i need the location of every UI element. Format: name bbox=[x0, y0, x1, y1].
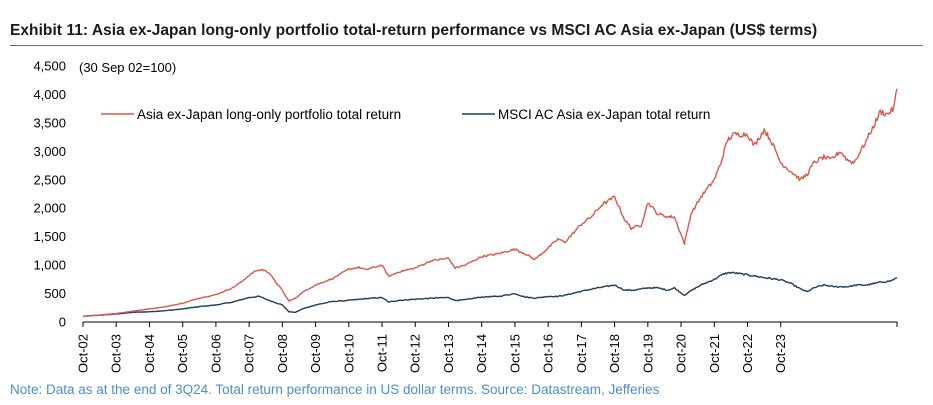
y-tick-label: 2,000 bbox=[33, 201, 66, 216]
x-tick-label: Oct-11 bbox=[375, 334, 390, 372]
title-divider bbox=[10, 45, 923, 46]
x-tick-label: Oct-05 bbox=[175, 334, 190, 373]
source-note: Note: Data as at the end of 3Q24. Total … bbox=[10, 382, 660, 397]
index-base-annotation: (30 Sep 02=100) bbox=[79, 60, 176, 75]
y-tick-label: 4,500 bbox=[33, 59, 66, 74]
series-lines bbox=[82, 88, 898, 317]
x-tick-label: Oct-20 bbox=[674, 334, 689, 373]
msci-series-line bbox=[82, 271, 898, 317]
x-tick-label: Oct-17 bbox=[574, 334, 589, 373]
y-tick-label: 4,000 bbox=[33, 87, 66, 102]
legend-item-portfolio-label: Asia ex-Japan long-only portfolio total … bbox=[137, 107, 401, 122]
x-tick-label: Oct-14 bbox=[474, 334, 489, 373]
x-axis: Oct-02 Oct-03 Oct-04 Oct-05 Oct-06 Oct-07 Oct-… bbox=[76, 321, 898, 373]
x-tick-label: Oct-16 bbox=[541, 334, 556, 373]
legend: Asia ex-Japan long-only portfolio total … bbox=[101, 107, 710, 122]
portfolio-series-line bbox=[82, 88, 898, 317]
x-tick-label: Oct-10 bbox=[341, 334, 356, 373]
x-tick-label: Oct-22 bbox=[740, 334, 755, 373]
x-tick-label: Oct-06 bbox=[208, 334, 223, 373]
x-tick-label: Oct-04 bbox=[142, 334, 157, 373]
x-tick-label: Oct-23 bbox=[773, 334, 788, 373]
y-tick-label: 1,500 bbox=[33, 229, 66, 244]
y-tick-label: 3,500 bbox=[33, 115, 66, 130]
x-tick-label: Oct-09 bbox=[308, 334, 323, 373]
x-tick-label: Oct-07 bbox=[242, 334, 257, 373]
x-tick-label: Oct-18 bbox=[607, 334, 622, 373]
x-tick-label: Oct-03 bbox=[109, 334, 124, 373]
x-tick-label: Oct-02 bbox=[76, 334, 91, 373]
x-tick-label: Oct-13 bbox=[441, 334, 456, 373]
x-tick-label: Oct-15 bbox=[507, 334, 522, 373]
y-tick-label: 2,500 bbox=[33, 172, 66, 187]
y-tick-label: 1,000 bbox=[33, 258, 66, 273]
x-tick-label: Oct-12 bbox=[408, 334, 423, 373]
legend-item-msci-label: MSCI AC Asia ex-Japan total return bbox=[498, 107, 710, 122]
y-tick-label: 0 bbox=[59, 315, 66, 330]
y-axis: 4,500 4,000 3,500 3,000 2,500 2,000 1,500 1,000… bbox=[33, 59, 66, 330]
chart-title: Exhibit 11: Asia ex-Japan long-only port… bbox=[10, 22, 818, 39]
y-tick-label: 500 bbox=[44, 286, 66, 301]
x-tick-label: Oct-21 bbox=[707, 334, 722, 373]
y-tick-label: 3,000 bbox=[33, 144, 66, 159]
x-tick-label: Oct-19 bbox=[640, 334, 655, 373]
x-tick-label: Oct-08 bbox=[275, 334, 290, 373]
